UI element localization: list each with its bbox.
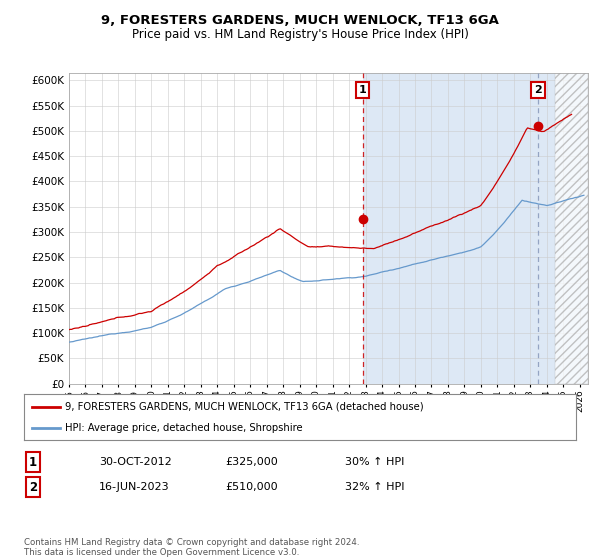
Text: HPI: Average price, detached house, Shropshire: HPI: Average price, detached house, Shro… (65, 423, 303, 433)
Text: 9, FORESTERS GARDENS, MUCH WENLOCK, TF13 6GA (detached house): 9, FORESTERS GARDENS, MUCH WENLOCK, TF13… (65, 402, 424, 412)
Bar (363, 73, 588, 384)
Text: 2: 2 (29, 480, 37, 494)
Text: 30-OCT-2012: 30-OCT-2012 (99, 457, 172, 467)
Text: 16-JUN-2023: 16-JUN-2023 (99, 482, 170, 492)
Text: 30% ↑ HPI: 30% ↑ HPI (345, 457, 404, 467)
Text: £325,000: £325,000 (225, 457, 278, 467)
Bar (555, 73, 588, 384)
Text: 32% ↑ HPI: 32% ↑ HPI (345, 482, 404, 492)
Text: Price paid vs. HM Land Registry's House Price Index (HPI): Price paid vs. HM Land Registry's House … (131, 28, 469, 41)
Text: 9, FORESTERS GARDENS, MUCH WENLOCK, TF13 6GA: 9, FORESTERS GARDENS, MUCH WENLOCK, TF13… (101, 14, 499, 27)
Text: 1: 1 (29, 455, 37, 469)
Text: Contains HM Land Registry data © Crown copyright and database right 2024.
This d: Contains HM Land Registry data © Crown c… (24, 538, 359, 557)
Text: 1: 1 (359, 85, 367, 95)
Text: 2: 2 (534, 85, 542, 95)
Text: £510,000: £510,000 (225, 482, 278, 492)
